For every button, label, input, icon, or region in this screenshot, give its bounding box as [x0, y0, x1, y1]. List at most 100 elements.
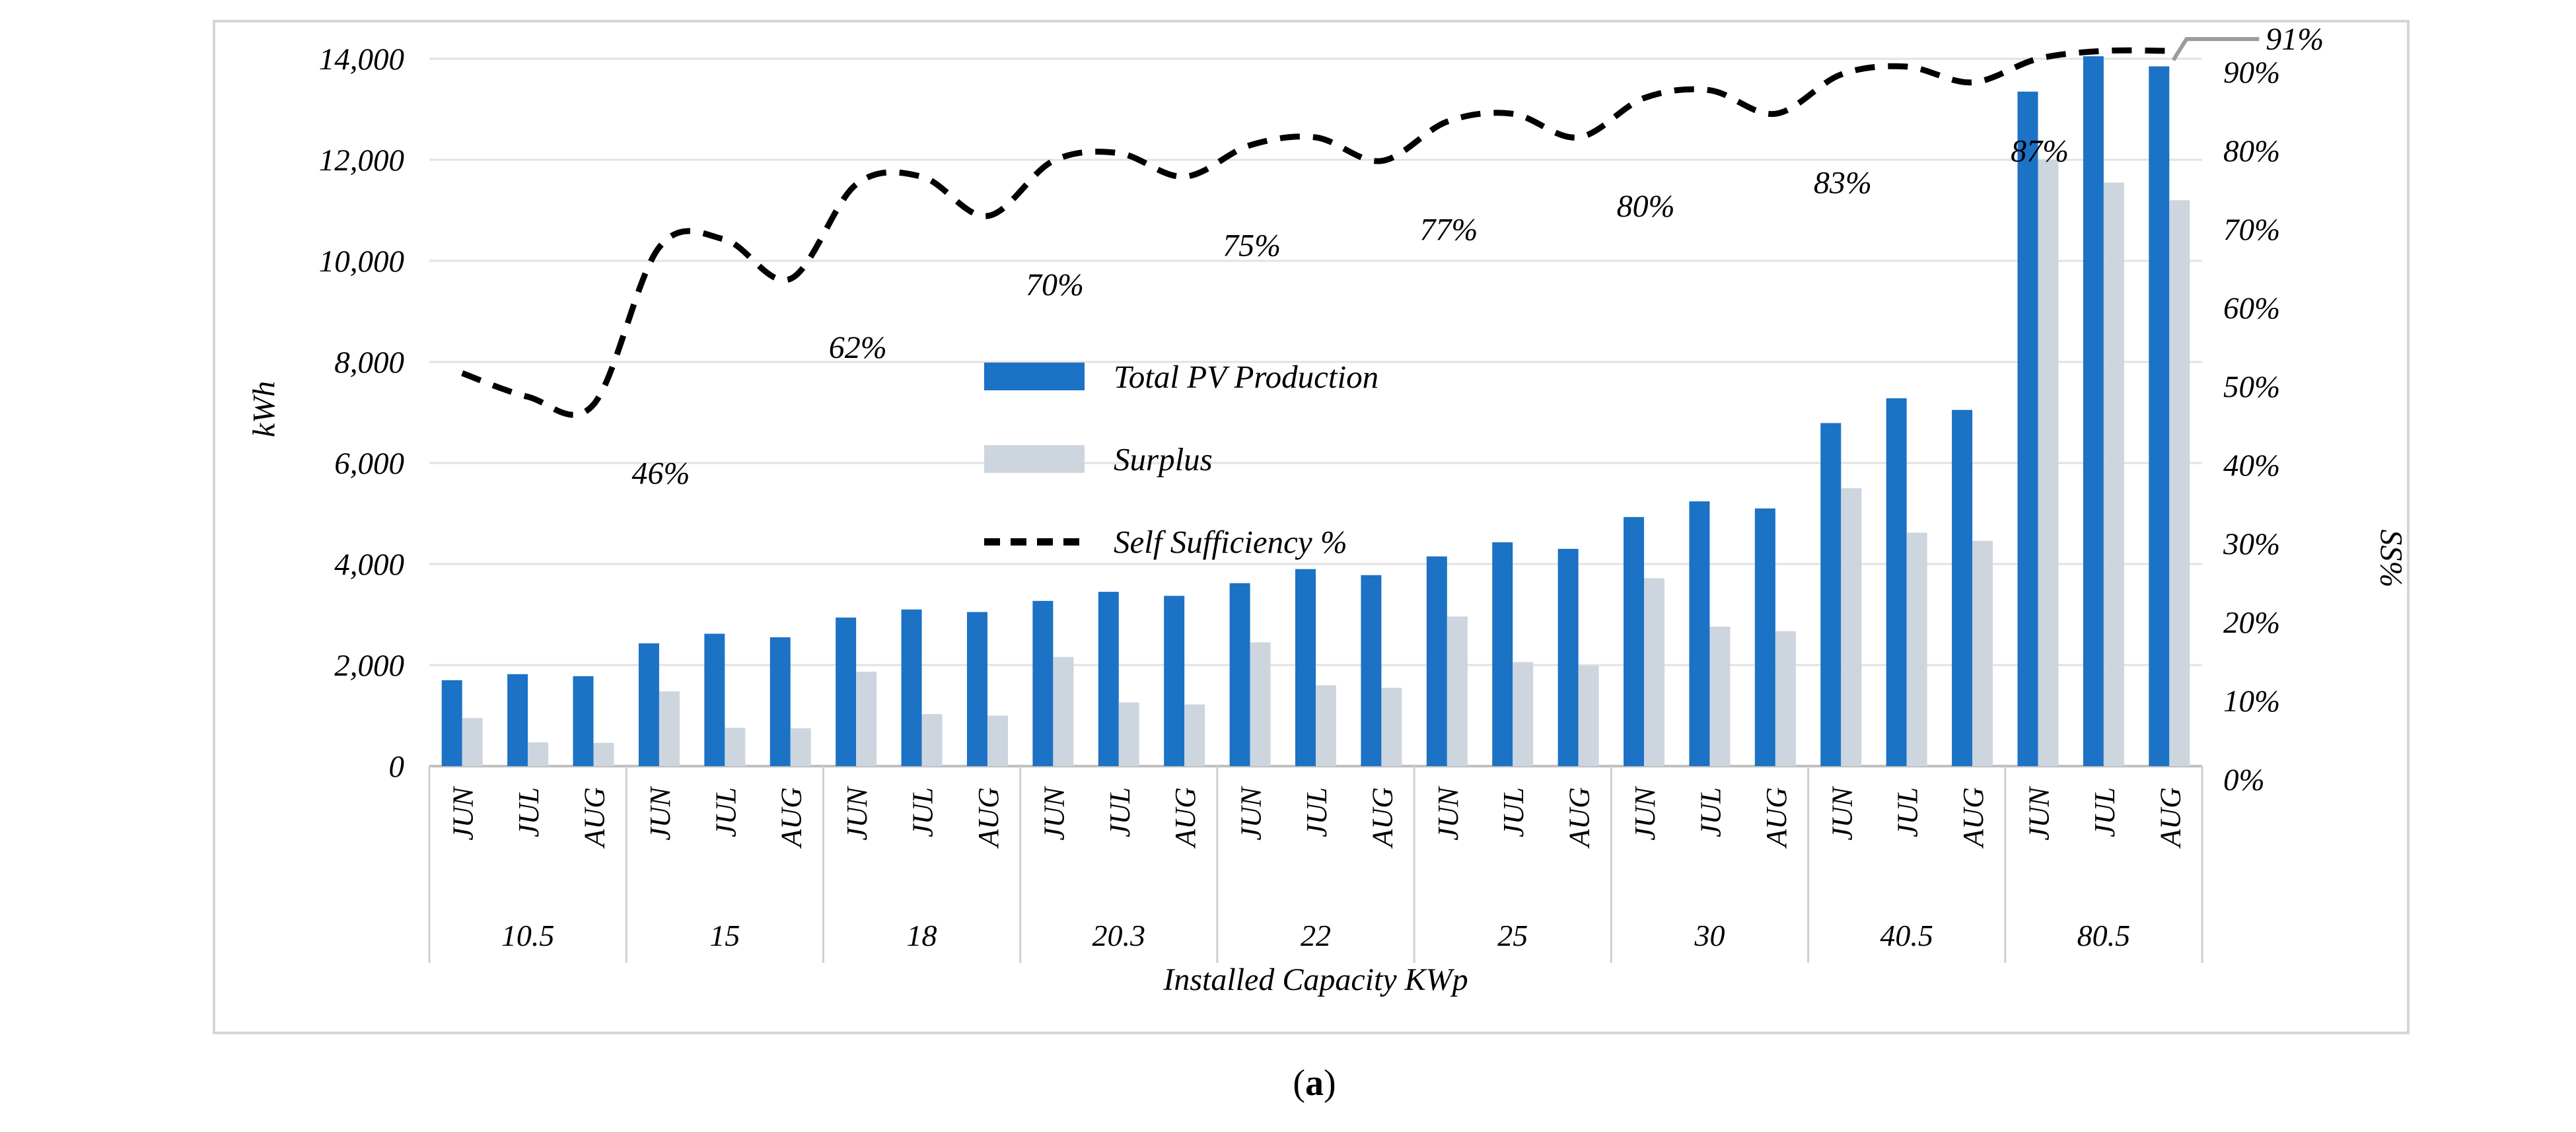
bar-total-pv-production: [836, 618, 857, 766]
bar-surplus: [1447, 616, 1468, 766]
y-axis-title-ss: SS%: [2373, 529, 2409, 588]
ss-point-label: 83%: [1814, 165, 1872, 200]
y2-axis-tick-label: 70%: [2223, 213, 2280, 247]
month-tick-label: AUG: [1563, 787, 1596, 849]
bar-surplus: [1775, 631, 1796, 766]
month-tick-label: AUG: [2154, 787, 2186, 849]
bar-total-pv-production: [1952, 409, 1973, 766]
bar-surplus: [593, 742, 614, 766]
bar-total-pv-production: [1426, 556, 1447, 766]
bar-total-pv-production: [638, 643, 659, 766]
bar-total-pv-production: [1164, 596, 1185, 766]
bar-total-pv-production: [1492, 542, 1513, 766]
bar-surplus: [1644, 578, 1665, 766]
bar-total-pv-production: [1820, 423, 1842, 766]
bar-surplus: [1513, 662, 1534, 766]
month-tick-label: JUN: [1432, 785, 1464, 840]
bar-total-pv-production: [1624, 516, 1645, 766]
bar-total-pv-production: [507, 674, 528, 766]
bar-surplus: [725, 727, 746, 766]
group-tick-label: 10.5: [501, 919, 555, 952]
bar-surplus: [1381, 688, 1402, 766]
bar-total-pv-production: [1361, 575, 1382, 766]
bar-surplus: [921, 714, 943, 766]
y2-axis-tick-label: 90%: [2223, 55, 2280, 90]
bar-total-pv-production: [769, 637, 791, 766]
bar-total-pv-production: [1032, 600, 1054, 766]
bar-surplus: [1184, 704, 1205, 766]
y2-axis-tick-label: 10%: [2223, 684, 2280, 719]
y2-axis-tick-label: 20%: [2223, 606, 2280, 640]
month-tick-label: JUL: [1694, 787, 1727, 837]
legend-item-total-pv: Total PV Production: [984, 359, 1378, 395]
bar-surplus: [987, 715, 1008, 766]
bar-surplus: [1316, 685, 1336, 766]
month-tick-label: JUL: [1497, 787, 1530, 837]
bar-total-pv-production: [2149, 66, 2170, 767]
month-tick-label: JUL: [709, 787, 742, 837]
bar-surplus: [1972, 540, 1993, 766]
y-axis-tick-label: 6,000: [334, 446, 404, 481]
group-tick-label: 20.3: [1092, 919, 1146, 952]
bar-total-pv-production: [901, 609, 922, 766]
month-tick-label: JUN: [1038, 785, 1070, 840]
caption-paren-close: ): [1324, 1063, 1336, 1104]
group-tick-label: 30: [1694, 919, 1725, 952]
legend-item-self-sufficiency: Self Sufficiency %: [984, 524, 1378, 560]
month-tick-label: JUN: [2022, 785, 2055, 840]
y-axis-tick-label: 8,000: [334, 345, 404, 380]
bar-surplus: [790, 728, 811, 766]
month-tick-label: JUL: [513, 787, 545, 837]
bar-total-pv-production: [573, 676, 594, 766]
bar-surplus: [659, 691, 680, 766]
bar-surplus: [462, 718, 483, 766]
bar-surplus: [856, 671, 877, 766]
group-tick-label: 80.5: [2077, 919, 2131, 952]
legend-swatch-surplus-icon: [984, 445, 1085, 473]
x-axis-title: Installed Capacity KWp: [1163, 962, 1468, 997]
y-axis-tick-label: 14,000: [319, 42, 404, 77]
month-tick-label: AUG: [1169, 787, 1201, 849]
bar-surplus: [1578, 665, 1599, 766]
y-axis-tick-label: 10,000: [319, 244, 404, 279]
ss-point-label: 75%: [1223, 229, 1281, 264]
bar-surplus: [2038, 160, 2059, 766]
bar-total-pv-production: [2017, 91, 2038, 767]
month-tick-label: JUL: [1301, 787, 1333, 837]
ss-point-label: 80%: [1617, 189, 1675, 224]
month-tick-label: AUG: [1957, 787, 1989, 849]
leader-line-91: [2171, 37, 2260, 61]
month-tick-label: JUN: [841, 785, 873, 840]
ss-point-label: 77%: [1419, 213, 1478, 248]
month-tick-label: AUG: [579, 787, 611, 849]
bar-total-pv-production: [1098, 592, 1119, 766]
y2-axis-tick-label: 80%: [2223, 134, 2280, 168]
bar-total-pv-production: [2083, 56, 2104, 766]
month-tick-label: AUG: [1366, 787, 1398, 849]
month-tick-label: JUL: [907, 787, 939, 837]
bar-total-pv-production: [1295, 569, 1316, 766]
month-tick-label: JUN: [447, 785, 480, 840]
ss-data-label: 91%: [2266, 22, 2324, 57]
group-tick-label: 25: [1497, 919, 1528, 952]
y-axis-title-kwh: kWh: [246, 380, 282, 438]
ss-point-label: 46%: [632, 456, 690, 491]
bar-surplus: [1053, 656, 1074, 766]
month-tick-label: JUN: [1629, 785, 1661, 840]
ss-point-label: 70%: [1026, 267, 1084, 302]
bar-surplus: [2103, 182, 2124, 766]
bar-total-pv-production: [1886, 398, 1907, 766]
y2-axis-tick-label: 30%: [2223, 527, 2280, 561]
bar-total-pv-production: [704, 633, 725, 766]
month-tick-label: AUG: [1760, 787, 1793, 849]
y2-axis-tick-label: 0%: [2223, 763, 2265, 797]
y-axis-tick-label: 4,000: [334, 548, 404, 582]
month-tick-label: AUG: [775, 787, 808, 849]
month-tick-label: JUN: [644, 785, 676, 840]
group-tick-label: 40.5: [1880, 919, 1933, 952]
ss-point-label: 87%: [2011, 134, 2069, 169]
bar-total-pv-production: [1229, 583, 1250, 766]
legend: Total PV Production Surplus Self Suffici…: [984, 359, 1378, 610]
